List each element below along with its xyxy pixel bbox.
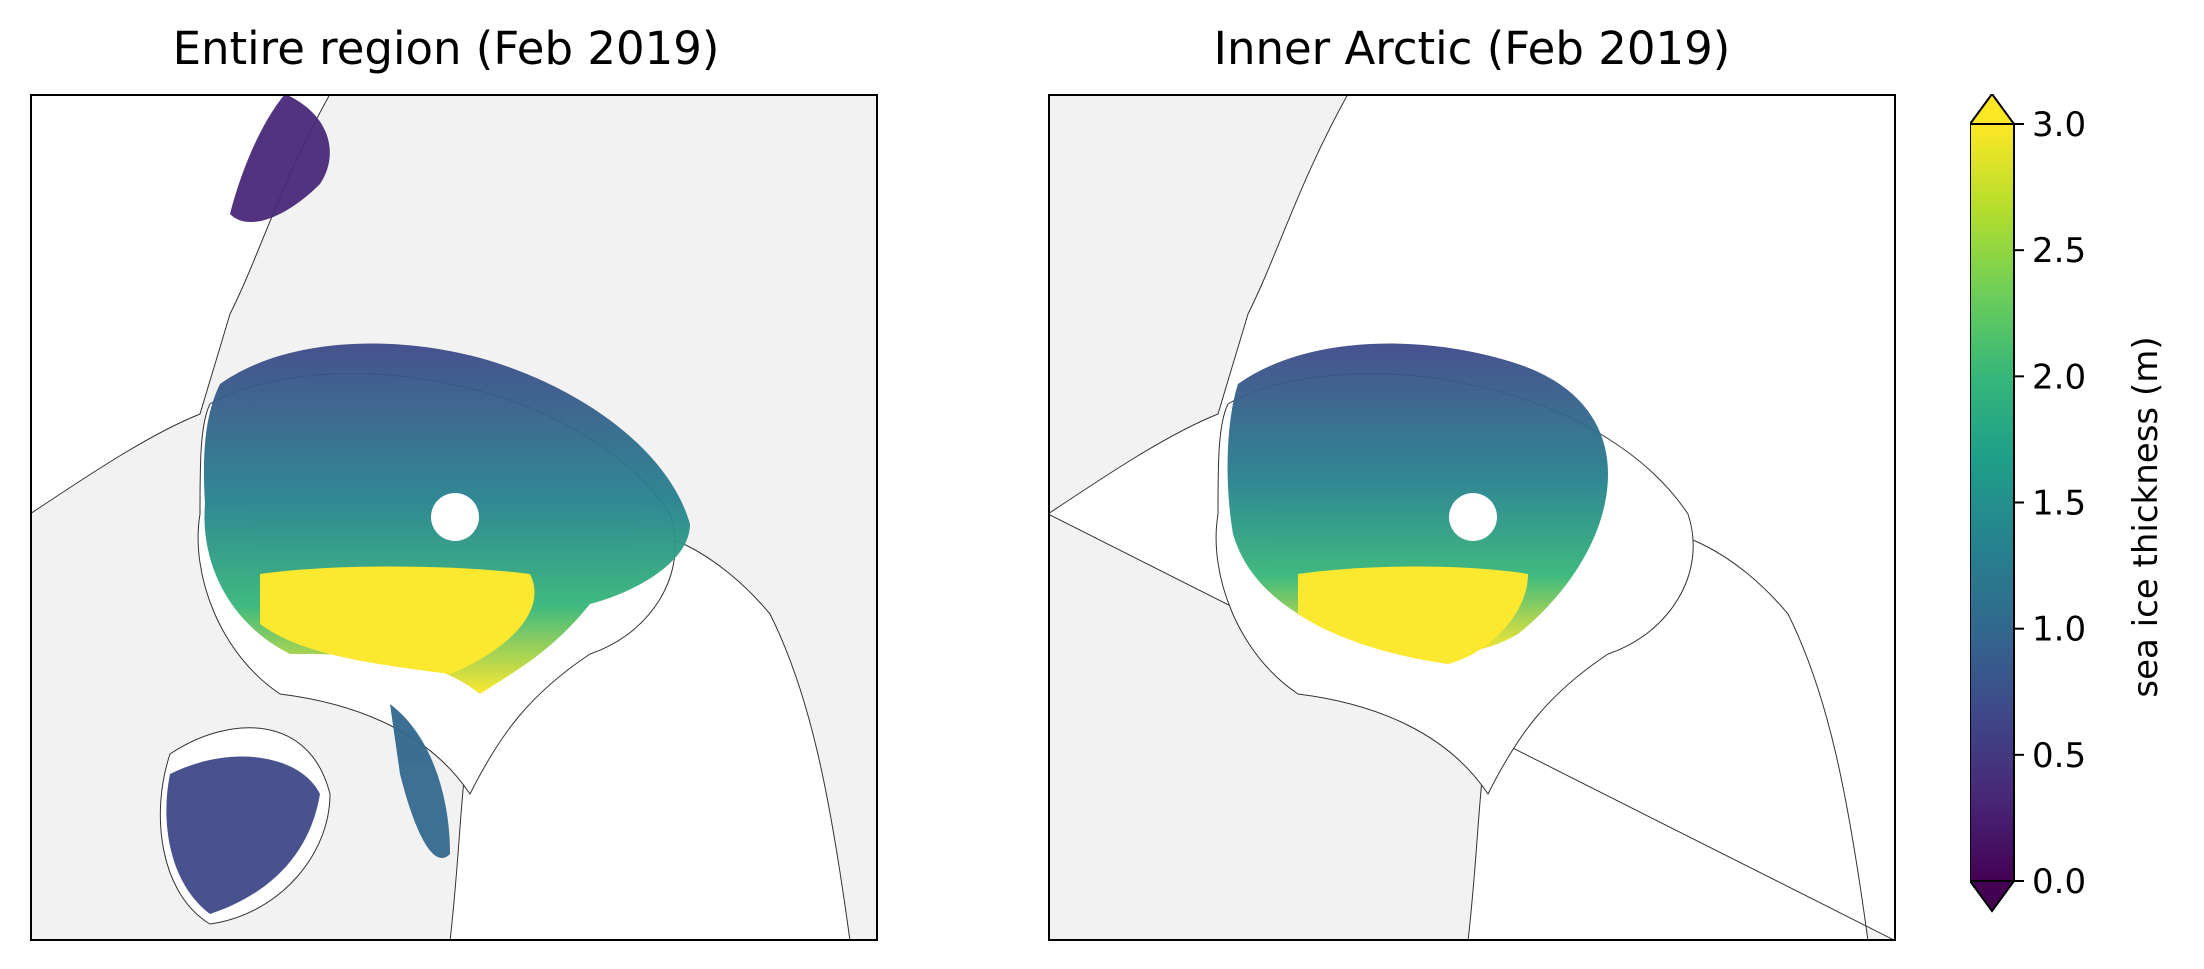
colorbar-tick-label: 2.5 — [2032, 231, 2086, 271]
colorbar-ticks: 0.0 0.5 1.0 1.5 2.0 2.5 3.0 — [2014, 105, 2086, 902]
colorbar-tick-label: 3.0 — [2032, 105, 2086, 145]
pole-hole — [431, 493, 479, 541]
colorbar-gradient — [1969, 123, 2015, 882]
right-map-title: Inner Arctic (Feb 2019) — [1213, 22, 1731, 75]
sea-ice-field — [1227, 343, 1608, 664]
left-map-title: Entire region (Feb 2019) — [172, 22, 720, 75]
colorbar-extend-min — [1968, 880, 2016, 913]
map-frame — [30, 94, 878, 941]
colorbar-label: sea ice thickness (m) — [2126, 336, 2166, 698]
colorbar-extend-max — [1968, 92, 2016, 125]
colorbar-tick-label: 1.5 — [2032, 484, 2086, 524]
colorbar-tick-label: 0.5 — [2032, 736, 2086, 776]
pole-hole — [1449, 493, 1497, 541]
map-frame — [1048, 94, 1896, 941]
colorbar: 0.0 0.5 1.0 1.5 2.0 2.5 3.0 — [1968, 92, 2130, 941]
colorbar-tick-label: 0.0 — [2032, 862, 2086, 902]
inner-arctic-map — [1048, 94, 1896, 941]
colorbar-tick-label: 2.0 — [2032, 357, 2086, 397]
entire-region-map — [30, 94, 878, 941]
colorbar-tick-label: 1.0 — [2032, 610, 2086, 650]
